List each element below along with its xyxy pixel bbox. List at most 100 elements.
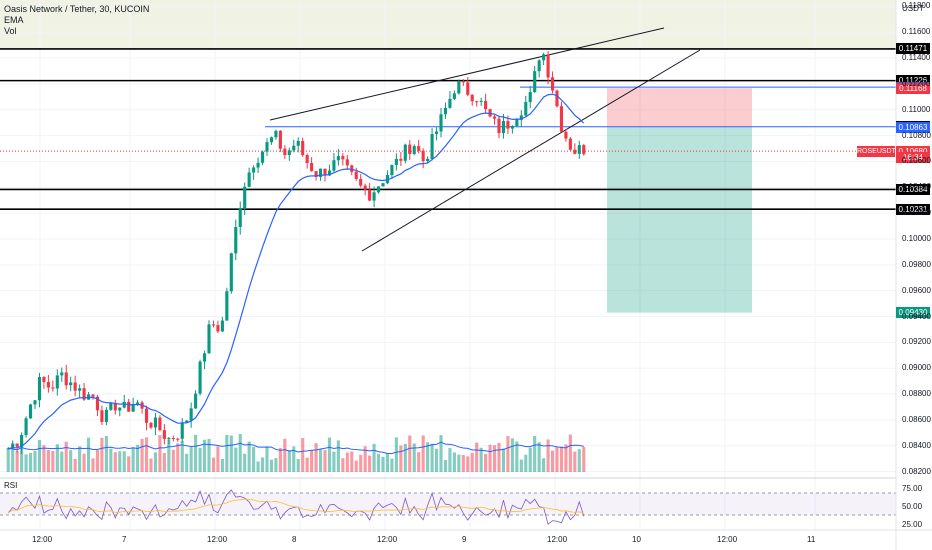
price-axis-tick: 0.10200 [902, 208, 931, 218]
candle-body [470, 94, 474, 102]
candle-body [528, 92, 532, 103]
volume-bar [412, 443, 416, 472]
volume-bar [283, 438, 287, 472]
candle-body [582, 145, 586, 155]
candle-body [55, 375, 59, 389]
volume-bar [372, 443, 376, 472]
candle-body [323, 168, 327, 176]
candle-body [144, 408, 149, 423]
candle-body [220, 320, 224, 332]
candle-body [385, 175, 390, 184]
price-axis-tick: 0.09600 [902, 285, 931, 295]
candle-body [475, 101, 479, 103]
candle-body [247, 172, 251, 187]
upper-band [0, 0, 896, 49]
time-axis-tick: 12:00 [377, 535, 398, 544]
candle-body [359, 178, 363, 186]
candle-body [350, 165, 354, 172]
candle-body [510, 125, 514, 129]
candle-body [158, 417, 162, 431]
volume-bar [341, 458, 345, 472]
price-axis-tick: 0.09400 [902, 311, 931, 321]
candle-body [336, 156, 340, 161]
volume-bar [399, 445, 403, 472]
price-axis-tick: 0.10000 [902, 234, 931, 243]
vol-indicator-label[interactable]: Vol [4, 26, 17, 36]
symbol-title[interactable]: Oasis Network / Tether, 30, KUCOIN [4, 4, 150, 14]
candle-body [341, 156, 345, 160]
volume-bar [118, 451, 122, 472]
candle-body [345, 159, 349, 166]
volume-bar [278, 447, 282, 472]
volume-bar [100, 437, 104, 472]
candle-body [403, 144, 407, 161]
chart-legend: Oasis Network / Tether, 30, KUCOIN EMA V… [4, 4, 149, 37]
volume-bar [390, 458, 394, 472]
candle-body [167, 438, 171, 440]
volume-bar [461, 454, 465, 472]
candle-body [91, 394, 95, 397]
price-tag: 0.10680 [896, 145, 930, 157]
candle-body [542, 54, 546, 61]
volume-bar [260, 457, 265, 472]
volume-bar [238, 433, 242, 472]
candle-body [443, 107, 448, 115]
candle-body [229, 253, 233, 292]
volume-bar [189, 447, 193, 472]
candle-body [82, 388, 86, 400]
volume-bar [265, 446, 269, 472]
candle-body [318, 168, 323, 177]
volume-bar [546, 439, 550, 472]
volume-bar [470, 452, 474, 472]
volume-bar [55, 444, 59, 472]
volume-bar [194, 434, 198, 472]
price-axis-tick: 0.08600 [902, 414, 931, 424]
volume-bar [408, 435, 412, 472]
candle-body [260, 151, 265, 163]
candle-body [269, 137, 274, 143]
volume-bar [301, 437, 305, 472]
volume-bar [497, 442, 501, 472]
price-axis-tick: 0.11000 [902, 104, 931, 114]
candle-body [426, 158, 430, 162]
candle-body [488, 109, 492, 117]
price-axis-tick: 0.08200 [902, 466, 931, 476]
candle-body [564, 131, 568, 139]
volume-bar [95, 450, 100, 472]
ema-indicator-label[interactable]: EMA [4, 15, 24, 25]
candle-body [434, 131, 439, 135]
candle-body [497, 118, 501, 134]
candle-body [113, 402, 117, 411]
volume-bar [82, 453, 86, 472]
volume-bar [363, 446, 367, 472]
volume-bar [37, 440, 42, 472]
price-tag: 0.11471 [896, 43, 930, 55]
candle-body [573, 149, 577, 154]
time-axis-tick: 12:00 [547, 535, 568, 544]
candle-body [537, 60, 541, 72]
candle-body [577, 145, 581, 154]
rsi-indicator-label[interactable]: RSI [4, 481, 18, 490]
volume-bar [42, 445, 46, 472]
candle-body [189, 408, 193, 421]
candle-body [376, 186, 381, 193]
volume-bar [153, 452, 158, 472]
volume-bar [434, 448, 439, 472]
volume-bar [542, 458, 546, 472]
candle-body [448, 98, 452, 108]
candle-body [301, 140, 305, 156]
volume-bar [131, 447, 135, 472]
candle-body [479, 100, 483, 102]
volume-bar [292, 446, 296, 472]
volume-bar [86, 437, 91, 472]
price-tag: 0.10231 [896, 203, 930, 215]
price-axis-tick: 0.10800 [902, 130, 931, 140]
volume-bar [368, 455, 372, 472]
volume-bar [385, 453, 390, 472]
wedge-lower-trendline [361, 49, 701, 252]
candle-body [452, 93, 456, 99]
volume-bar [354, 460, 358, 472]
volume-ma-line [8, 441, 584, 454]
